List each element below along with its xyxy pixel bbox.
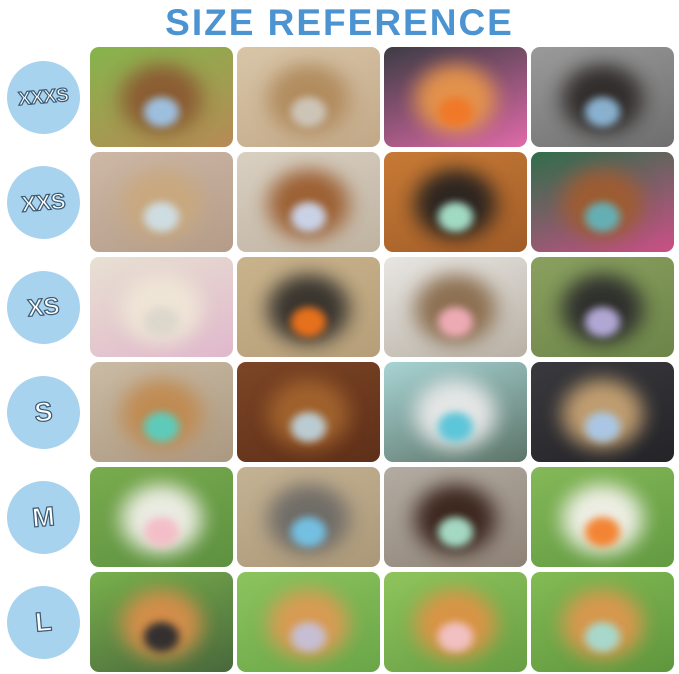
photo-l-1: [90, 572, 233, 672]
harness-color-blob: [579, 513, 626, 551]
photo-xs-1: [90, 257, 233, 357]
harness-color-blob: [579, 198, 626, 236]
photo-xxxs-2: [237, 47, 380, 147]
size-badge-l: L: [3, 582, 83, 662]
photo-xxxs-3: [384, 47, 527, 147]
size-badge-xxs: XXS: [3, 162, 83, 242]
size-badge-cell-s: S: [0, 362, 86, 462]
harness-color-blob: [285, 93, 332, 131]
harness-color-blob: [138, 513, 185, 551]
photo-xs-2: [237, 257, 380, 357]
photo-xxs-3: [384, 152, 527, 252]
photo-xxs-4: [531, 152, 674, 252]
photo-s-3: [384, 362, 527, 462]
photo-s-1: [90, 362, 233, 462]
harness-color-blob: [432, 198, 479, 236]
harness-color-blob: [285, 198, 332, 236]
harness-color-blob: [432, 93, 479, 131]
photo-m-2: [237, 467, 380, 567]
photo-xxxs-4: [531, 47, 674, 147]
harness-color-blob: [138, 93, 185, 131]
harness-color-blob: [579, 303, 626, 341]
size-badge-cell-m: M: [0, 467, 86, 567]
size-badge-xs: XS: [3, 267, 83, 347]
harness-color-blob: [285, 303, 332, 341]
page-header: SIZE REFERENCE: [0, 0, 679, 44]
size-badge-m: M: [3, 477, 83, 557]
photo-m-1: [90, 467, 233, 567]
harness-color-blob: [432, 303, 479, 341]
harness-color-blob: [138, 618, 185, 656]
harness-color-blob: [579, 408, 626, 446]
photo-m-3: [384, 467, 527, 567]
harness-color-blob: [285, 618, 332, 656]
harness-color-blob: [285, 408, 332, 446]
harness-color-blob: [579, 93, 626, 131]
photo-xxxs-1: [90, 47, 233, 147]
size-badge-s: S: [3, 372, 83, 452]
harness-color-blob: [138, 198, 185, 236]
size-badge-cell-xs: XS: [0, 257, 86, 357]
harness-color-blob: [432, 618, 479, 656]
photo-s-2: [237, 362, 380, 462]
size-badge-cell-l: L: [0, 572, 86, 672]
harness-color-blob: [432, 513, 479, 551]
page-title: SIZE REFERENCE: [165, 2, 514, 43]
size-badge-xxxs: XXXS: [3, 57, 83, 137]
harness-color-blob: [138, 408, 185, 446]
photo-l-3: [384, 572, 527, 672]
photo-l-2: [237, 572, 380, 672]
photo-l-4: [531, 572, 674, 672]
size-badge-cell-xxxs: XXXS: [0, 47, 86, 147]
photo-xxs-2: [237, 152, 380, 252]
size-badge-cell-xxs: XXS: [0, 152, 86, 252]
photo-s-4: [531, 362, 674, 462]
photo-xs-3: [384, 257, 527, 357]
harness-color-blob: [138, 303, 185, 341]
harness-color-blob: [285, 513, 332, 551]
size-grid: XXXS XXS XS S M L: [0, 47, 679, 672]
photo-xs-4: [531, 257, 674, 357]
harness-color-blob: [579, 618, 626, 656]
photo-xxs-1: [90, 152, 233, 252]
harness-color-blob: [432, 408, 479, 446]
photo-m-4: [531, 467, 674, 567]
